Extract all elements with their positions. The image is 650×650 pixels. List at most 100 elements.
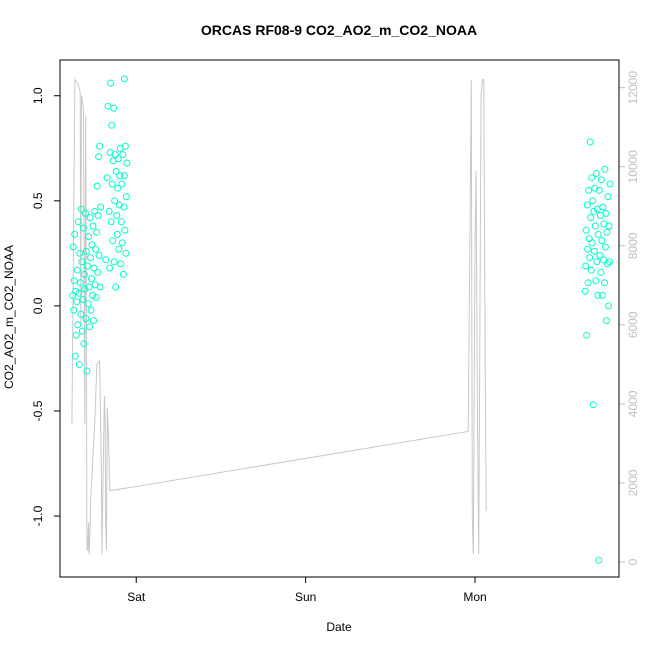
altitude-line: [71, 78, 487, 555]
data-point: [586, 138, 594, 146]
data-point: [597, 268, 605, 276]
data-point: [581, 287, 589, 295]
data-point: [584, 245, 592, 253]
data-point: [77, 205, 85, 213]
data-point: [593, 258, 601, 266]
data-point: [117, 260, 125, 268]
data-point: [114, 155, 122, 163]
data-point: [95, 153, 103, 161]
data-point: [84, 300, 92, 308]
data-point: [592, 277, 600, 285]
data-point: [584, 279, 592, 287]
data-point: [109, 237, 117, 245]
data-point: [596, 252, 604, 259]
data-point: [589, 197, 597, 205]
data-point: [75, 361, 83, 369]
data-point: [601, 165, 609, 173]
data-point: [82, 315, 90, 322]
data-point: [118, 239, 126, 247]
right-axis-tick-label: 4000: [626, 390, 640, 417]
data-point: [93, 228, 101, 236]
data-point: [107, 218, 115, 226]
data-point: [108, 180, 116, 188]
y-tick-label: 0.0: [31, 297, 45, 314]
data-point: [582, 262, 590, 270]
data-point: [115, 245, 123, 253]
data-point: [90, 264, 98, 272]
data-point: [70, 306, 78, 314]
data-point: [599, 256, 607, 264]
chart-title: ORCAS RF08-9 CO2_AO2_m_CO2_NOAA: [201, 22, 477, 38]
data-point: [113, 230, 121, 238]
right-axis-tick-label: 6000: [626, 311, 640, 338]
data-point: [110, 104, 118, 112]
data-point: [76, 249, 84, 257]
data-point: [605, 302, 612, 310]
data-point: [114, 184, 122, 192]
data-point: [119, 151, 127, 159]
plot-frame: [59, 59, 620, 578]
x-tick-label: Mon: [463, 590, 486, 604]
data-point: [121, 142, 129, 150]
data-point: [76, 279, 84, 287]
data-point: [106, 264, 114, 272]
altitude-line-layer: [71, 78, 487, 555]
right-axis-tick-label: 2000: [626, 469, 640, 496]
data-point: [583, 331, 591, 339]
data-point: [107, 79, 115, 87]
data-point: [96, 142, 104, 150]
data-point: [110, 258, 118, 266]
x-tick-label: Sat: [127, 590, 146, 604]
data-point: [81, 285, 89, 293]
data-point: [116, 172, 124, 180]
right-axis-tick-label: 10000: [626, 150, 640, 184]
right-axis-tick-label: 0: [626, 558, 640, 565]
data-point: [122, 193, 130, 201]
data-point: [83, 262, 91, 270]
data-point: [79, 296, 87, 304]
data-point: [69, 243, 77, 251]
data-point: [73, 266, 81, 274]
data-point: [88, 275, 95, 283]
data-point: [86, 323, 93, 331]
data-point: [112, 167, 120, 175]
data-point: [591, 222, 599, 230]
data-point: [103, 174, 111, 182]
data-point: [600, 279, 608, 287]
y-tick-label: 0.5: [31, 192, 45, 209]
data-point: [590, 247, 598, 255]
data-point: [585, 186, 593, 194]
right-axis-tick-label: 12000: [626, 71, 640, 105]
data-point: [80, 270, 88, 278]
data-point: [595, 556, 603, 564]
data-point: [113, 212, 121, 219]
data-point: [587, 214, 595, 222]
data-point: [583, 201, 591, 209]
data-points-layer: [69, 75, 614, 564]
data-point: [592, 170, 600, 177]
data-point: [598, 291, 606, 299]
data-point: [80, 340, 88, 348]
data-point: [118, 180, 126, 188]
data-point: [105, 207, 113, 215]
y-tick-label: 1.0: [31, 87, 45, 104]
data-point: [89, 222, 97, 230]
data-point: [122, 249, 130, 257]
data-point: [602, 209, 610, 217]
data-point: [597, 176, 605, 184]
data-point: [595, 186, 603, 194]
data-point: [120, 172, 128, 180]
data-point: [587, 266, 595, 274]
data-point: [604, 193, 612, 201]
data-point: [79, 224, 87, 232]
data-point: [78, 327, 86, 335]
data-point: [605, 222, 613, 230]
data-point: [123, 159, 131, 167]
data-point: [599, 203, 607, 211]
data-point: [94, 268, 102, 276]
data-point: [582, 226, 590, 234]
data-point: [121, 226, 129, 234]
data-point: [606, 180, 614, 188]
